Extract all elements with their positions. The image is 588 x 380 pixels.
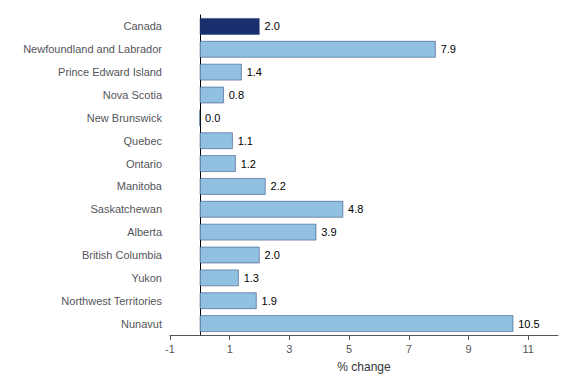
svg-text:4.8: 4.8 xyxy=(348,203,363,215)
svg-text:7: 7 xyxy=(406,343,412,355)
svg-text:Nova Scotia: Nova Scotia xyxy=(103,89,163,101)
svg-text:1.4: 1.4 xyxy=(247,66,262,78)
svg-text:Ontario: Ontario xyxy=(126,158,162,170)
svg-text:2.2: 2.2 xyxy=(271,180,286,192)
svg-text:9: 9 xyxy=(465,343,471,355)
svg-text:Canada: Canada xyxy=(123,20,162,32)
svg-text:Prince Edward Island: Prince Edward Island xyxy=(58,66,162,78)
svg-text:Manitoba: Manitoba xyxy=(117,180,163,192)
svg-text:5: 5 xyxy=(346,343,352,355)
svg-text:1.1: 1.1 xyxy=(238,135,253,147)
svg-text:Saskatchewan: Saskatchewan xyxy=(90,203,162,215)
svg-text:1.9: 1.9 xyxy=(262,295,277,307)
svg-text:Quebec: Quebec xyxy=(123,135,162,147)
svg-text:11: 11 xyxy=(522,343,533,355)
svg-text:Newfoundland and Labrador: Newfoundland and Labrador xyxy=(23,43,162,55)
svg-text:10.5: 10.5 xyxy=(518,318,539,330)
svg-text:3.9: 3.9 xyxy=(321,226,336,238)
svg-text:1: 1 xyxy=(227,343,233,355)
svg-text:3: 3 xyxy=(286,343,292,355)
svg-text:Nunavut: Nunavut xyxy=(121,318,162,330)
svg-text:1.3: 1.3 xyxy=(244,272,259,284)
svg-text:7.9: 7.9 xyxy=(441,43,456,55)
svg-text:Yukon: Yukon xyxy=(131,272,162,284)
svg-text:British Columbia: British Columbia xyxy=(82,249,163,261)
svg-text:New Brunswick: New Brunswick xyxy=(87,112,163,124)
svg-text:-1: -1 xyxy=(165,343,175,355)
svg-text:Northwest Territories: Northwest Territories xyxy=(61,295,162,307)
svg-text:2.0: 2.0 xyxy=(265,249,280,261)
svg-text:2.0: 2.0 xyxy=(265,20,280,32)
svg-text:0.8: 0.8 xyxy=(229,89,244,101)
svg-text:1.2: 1.2 xyxy=(241,158,256,170)
svg-text:Alberta: Alberta xyxy=(127,226,163,238)
svg-text:0.0: 0.0 xyxy=(205,112,220,124)
svg-text:% change: % change xyxy=(337,360,391,374)
